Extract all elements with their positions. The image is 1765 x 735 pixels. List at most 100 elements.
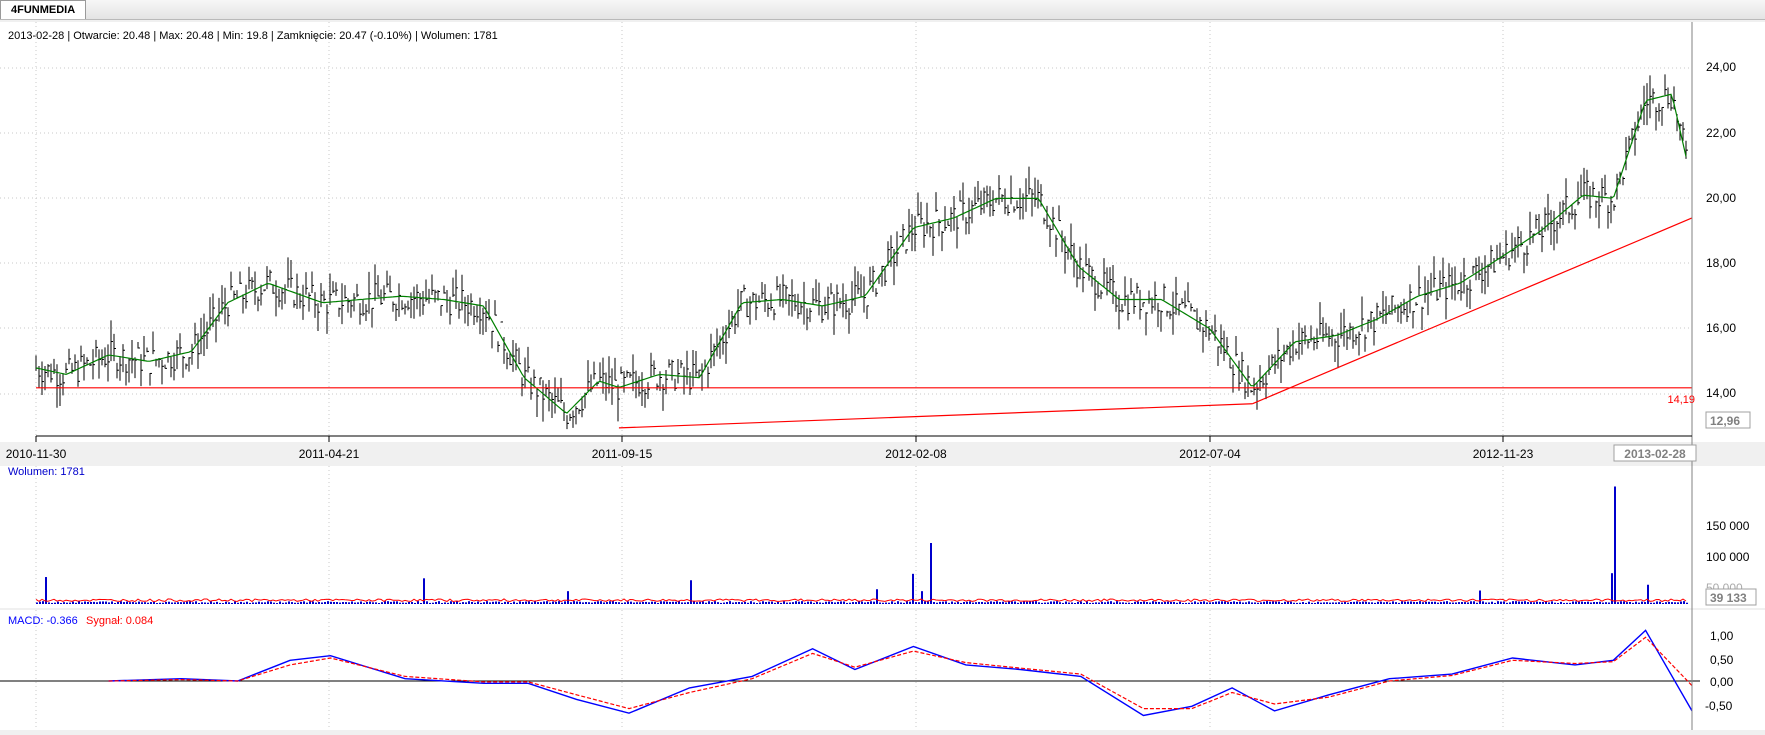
volume-bar [1074, 603, 1076, 604]
volume-bar [627, 601, 629, 604]
volume-bar [1389, 602, 1391, 604]
volume-bar [1656, 601, 1658, 604]
volume-bar [1473, 601, 1475, 604]
volume-bar [1326, 602, 1328, 604]
volume-bar [594, 601, 596, 604]
volume-bar [477, 601, 479, 604]
current-date-box [1613, 444, 1697, 462]
volume-bar [1545, 601, 1547, 604]
volume-bar [39, 601, 41, 604]
volume-bar [693, 601, 695, 604]
volume-bar [783, 601, 785, 604]
volume-bar [1569, 602, 1571, 604]
volume-bar [1233, 601, 1235, 604]
volume-bar [1203, 601, 1205, 604]
volume-bar [51, 602, 53, 604]
volume-bar [990, 601, 992, 604]
volume-bar [1011, 601, 1013, 604]
volume-bar [1581, 601, 1583, 604]
volume-bar [1434, 601, 1436, 604]
volume-bar [198, 602, 200, 604]
volume-bar [1680, 601, 1682, 604]
volume-bar [90, 602, 92, 604]
volume-bar [105, 601, 107, 604]
volume-bar [849, 602, 851, 604]
volume-bar [321, 602, 323, 604]
volume-bar [141, 602, 143, 604]
volume-bar [234, 601, 236, 604]
volume-bar [429, 602, 431, 604]
volume-bar [933, 602, 935, 604]
volume-bar [1299, 602, 1301, 604]
volume-bar [1560, 601, 1562, 604]
volume-bar [513, 601, 515, 604]
chart-canvas: 2013-02-28 | Otwarcie: 20.48 | Max: 20.4… [0, 22, 1765, 730]
volume-bar [735, 602, 737, 604]
volume-bar [828, 601, 830, 604]
volume-bar [474, 602, 476, 604]
volume-bar [1362, 601, 1364, 604]
volume-bar [54, 602, 56, 604]
volume-bar [390, 601, 392, 604]
volume-bar [1383, 602, 1385, 604]
volume-bar [984, 602, 986, 604]
volume-bar [1047, 602, 1049, 604]
volume-bar [1284, 601, 1286, 604]
volume-bar [414, 602, 416, 604]
volume-bar [225, 601, 227, 604]
volume-bar [1497, 601, 1499, 604]
volume-bar [1437, 602, 1439, 604]
volume-bar [417, 601, 419, 604]
volume-bar [273, 602, 275, 604]
volume-bar [1107, 601, 1109, 604]
tab-4funmedia[interactable]: 4FUNMEDIA [0, 0, 87, 19]
volume-bar [756, 603, 758, 604]
volume-bar [408, 602, 410, 604]
volume-bar [312, 601, 314, 604]
volume-bar [972, 602, 974, 604]
volume-bar [63, 602, 65, 604]
volume-bar [570, 602, 572, 604]
volume-bar [498, 601, 500, 604]
price-tick: 18,00 [1706, 256, 1736, 270]
volume-bar [900, 602, 902, 604]
volume-bar [630, 601, 632, 604]
volume-bar [69, 602, 71, 604]
volume-bar [1476, 602, 1478, 604]
volume-bar [537, 602, 539, 604]
volume-bar [1599, 601, 1601, 604]
macd-tick: 1,00 [1710, 629, 1734, 643]
volume-bar [1566, 602, 1568, 604]
volume-bar [873, 601, 875, 604]
volume-bar [1479, 590, 1481, 604]
tab-bar: 4FUNMEDIA [0, 0, 1765, 20]
volume-bar [1194, 601, 1196, 604]
volume-bar [846, 602, 848, 604]
volume-bar [729, 601, 731, 604]
volume-bar [1650, 602, 1652, 604]
volume-bar [1467, 602, 1469, 604]
volume-bar [1371, 602, 1373, 604]
volume-bar [1134, 601, 1136, 604]
volume-bar [222, 603, 224, 604]
volume-bar [780, 602, 782, 604]
volume-bar [981, 601, 983, 604]
volume-bar [1686, 602, 1688, 604]
volume-bar [657, 602, 659, 604]
volume-bar [108, 602, 110, 604]
volume-bar [1146, 602, 1148, 604]
volume-bar [1557, 602, 1559, 604]
volume-bar [690, 580, 692, 604]
volume-bar [1662, 602, 1664, 604]
volume-bar [561, 602, 563, 604]
volume-bar [1215, 601, 1217, 604]
volume-bar [1344, 601, 1346, 604]
volume-bar [993, 601, 995, 604]
volume-bar [1611, 573, 1613, 604]
volume-bar [615, 601, 617, 604]
volume-bar [1521, 601, 1523, 604]
macd-axis: 1,00 0,50 0,00 -0,50 [1705, 629, 1734, 713]
volume-bar [1509, 602, 1511, 604]
volume-bar [192, 602, 194, 604]
volume-bar [1170, 601, 1172, 604]
